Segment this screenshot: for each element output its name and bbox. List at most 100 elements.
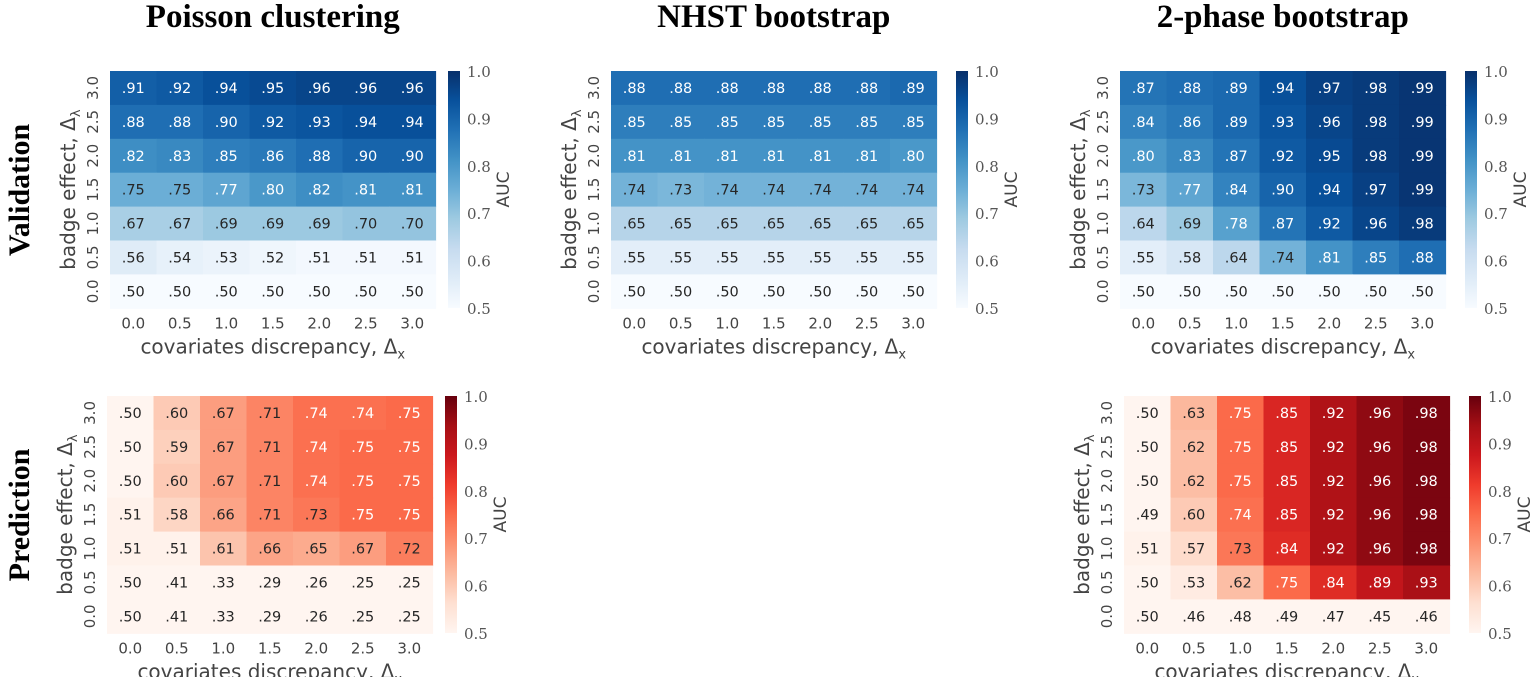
- y-tick-label: 0.5: [84, 246, 102, 270]
- colorbar-tick-label: 0.5: [464, 625, 488, 643]
- cell-value-label: .87: [1271, 217, 1294, 233]
- colorbar-tick-label: 0.6: [1488, 578, 1512, 596]
- cell-value-label: .60: [165, 406, 188, 422]
- cell-value-label: .88: [122, 115, 145, 131]
- heatmap-cell: [1310, 531, 1358, 567]
- x-tick-label: 3.0: [400, 314, 424, 332]
- cell-value-label: .75: [1275, 575, 1298, 591]
- x-tick-label: 1.5: [261, 314, 285, 332]
- colorbar-tick-label: 0.7: [1484, 205, 1508, 223]
- heatmap-cell: [203, 71, 251, 106]
- cell-value-label: .88: [716, 81, 739, 97]
- heatmap-cell: [750, 206, 798, 242]
- cell-value-label: .74: [1229, 508, 1252, 524]
- colorbar-tick-label: 1.0: [1484, 63, 1508, 81]
- cell-value-label: .85: [1275, 474, 1298, 490]
- heatmap-cell: [797, 138, 845, 174]
- cell-value-label: .51: [165, 542, 188, 558]
- heatmap-cell: [704, 206, 752, 242]
- cell-value-label: .98: [1415, 542, 1438, 558]
- x-tick-label: 2.0: [1321, 639, 1345, 657]
- cell-value-label: .99: [1411, 115, 1434, 131]
- cell-value-label: .69: [308, 217, 331, 233]
- cell-value-label: .71: [258, 474, 281, 490]
- colorbar-label: AUC: [1511, 172, 1530, 208]
- heatmap-cell: [704, 240, 752, 275]
- heatmap-cell: [107, 497, 155, 533]
- cell-value-label: .55: [623, 250, 646, 266]
- cell-value-label: .88: [809, 81, 832, 97]
- x-tick-label: 2.0: [808, 314, 832, 332]
- heatmap-cell: [750, 274, 798, 309]
- heatmap-cell: [843, 71, 891, 106]
- heatmap-cell: [1310, 463, 1358, 499]
- column-title: NHST bootstrap: [657, 0, 890, 35]
- cell-value-label: .67: [212, 440, 235, 456]
- heatmap-cell: [657, 172, 705, 208]
- cell-value-label: .81: [855, 149, 878, 165]
- cell-value-label: .50: [716, 284, 739, 300]
- heatmap-cell: [1217, 396, 1265, 431]
- cell-value-label: .65: [809, 217, 832, 233]
- heatmap-cell: [657, 274, 705, 309]
- heatmap-cell: [1399, 104, 1447, 140]
- cell-value-label: .55: [762, 250, 785, 266]
- cell-value-label: .92: [1322, 406, 1345, 422]
- cell-value-label: .74: [305, 440, 328, 456]
- cell-value-label: .65: [716, 217, 739, 233]
- cell-value-label: .85: [1275, 508, 1298, 524]
- x-axis-label: covariates discrepancy, Δx: [1154, 659, 1419, 677]
- heatmap-cell: [1170, 599, 1218, 634]
- heatmap-cell: [1356, 463, 1404, 499]
- cell-value-label: .81: [762, 149, 785, 165]
- y-tick-label: 3.0: [585, 76, 603, 100]
- cell-value-label: .94: [401, 115, 424, 131]
- heatmap-cell: [657, 71, 705, 106]
- y-tick-label: 1.0: [1094, 212, 1112, 236]
- y-tick-label: 0.5: [1098, 571, 1116, 595]
- cell-value-label: .85: [1275, 440, 1298, 456]
- heatmap-cell: [110, 206, 158, 242]
- heatmap-cell: [1120, 71, 1168, 106]
- cell-value-label: .50: [1136, 575, 1159, 591]
- heatmap-panel: .91 .92 .94 .95 .96 .96 .96 .88 .88 .90 .92 .93 .94.…: [56, 63, 514, 362]
- cell-value-label: .85: [716, 115, 739, 131]
- heatmap-cell: [249, 71, 297, 106]
- heatmap-cell: [1124, 463, 1172, 499]
- y-tick-label: 2.0: [81, 469, 99, 493]
- y-axis-label: badge effect, Δλ: [1066, 109, 1094, 270]
- heatmap-cell: [386, 396, 434, 431]
- colorbar-label: AUC: [1002, 172, 1022, 208]
- y-tick-label: 1.5: [81, 503, 99, 527]
- cell-value-label: .96: [1368, 508, 1391, 524]
- heatmap-cell: [246, 565, 294, 600]
- cell-value-label: .83: [1178, 149, 1201, 165]
- y-tick-label: 0.5: [81, 571, 99, 595]
- heatmap-cell: [389, 240, 437, 275]
- colorbar: [448, 71, 460, 308]
- cell-value-label: .50: [215, 284, 238, 300]
- colorbar-label: AUC: [1515, 497, 1530, 533]
- cell-value-label: .95: [261, 81, 284, 97]
- heatmap-cell: [1170, 565, 1218, 600]
- x-tick-label: 3.0: [901, 314, 925, 332]
- heatmap-cell: [890, 172, 938, 208]
- cell-value-label: .50: [119, 474, 142, 490]
- heatmap-cell: [1263, 599, 1311, 634]
- cell-value-label: .72: [398, 542, 421, 558]
- colorbar-tick-label: 0.7: [1488, 530, 1512, 548]
- heatmap-cell: [249, 104, 297, 140]
- cell-value-label: .75: [122, 183, 145, 199]
- cell-value-label: .96: [354, 81, 377, 97]
- heatmap-cell: [657, 138, 705, 174]
- heatmap-cell: [156, 274, 204, 309]
- cell-value-label: .85: [809, 115, 832, 131]
- cell-value-label: .89: [902, 81, 925, 97]
- cell-value-label: .92: [1322, 542, 1345, 558]
- heatmap-cell: [750, 240, 798, 275]
- cell-value-label: .74: [305, 474, 328, 490]
- x-tick-label: 3.0: [1410, 314, 1434, 332]
- cell-value-label: .50: [1136, 474, 1159, 490]
- heatmap-cell: [704, 71, 752, 106]
- colorbar-tick-label: 0.6: [464, 578, 488, 596]
